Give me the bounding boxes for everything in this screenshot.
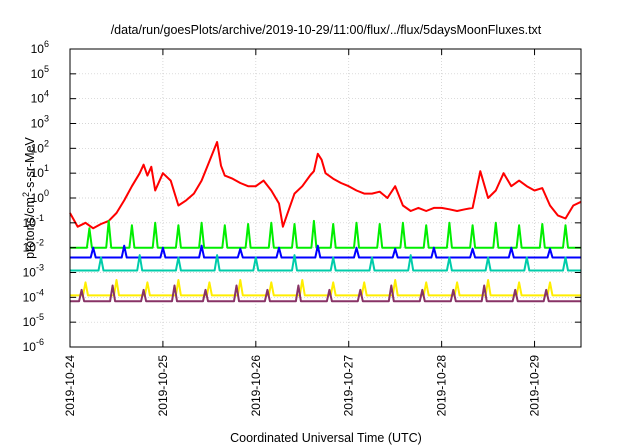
- series-line-4: [70, 279, 581, 297]
- y-tick-label: 10-5: [23, 312, 44, 329]
- grid-lines: [70, 49, 581, 347]
- y-tick-label: 105: [31, 64, 49, 81]
- x-tick-label: 2019-10-25: [156, 355, 170, 417]
- series-line-3: [70, 254, 581, 272]
- y-axis-label-prefix: protons/cm: [23, 197, 37, 259]
- x-axis: 2019-10-24 2019-10-25 2019-10-26 2019-10-27…: [63, 49, 542, 416]
- y-axis-label-superscript: 2: [21, 192, 31, 197]
- x-axis-label: Coordinated Universal Time (UTC): [230, 431, 422, 445]
- series-lines: [69, 141, 582, 303]
- y-tick-label: 10-4: [23, 287, 44, 304]
- y-tick-label: 103: [31, 114, 49, 131]
- chart-title: /data/run/goesPlots/archive/2019-10-29/1…: [111, 23, 542, 37]
- x-tick-label: 2019-10-24: [63, 355, 77, 417]
- x-tick-label: 2019-10-27: [342, 355, 356, 417]
- y-tick-label: 10-6: [23, 337, 44, 354]
- y-tick-label: 100: [31, 188, 49, 205]
- y-axis: 10-6 10-5 10-4 10-3 10-2 10-1 100 101 102 103 104 1…: [23, 39, 581, 354]
- y-tick-label: 104: [31, 89, 49, 106]
- y-tick-label: 101: [31, 163, 49, 180]
- y-tick-label: 10-3: [23, 263, 44, 280]
- series-line-5: [70, 284, 581, 303]
- y-tick-label: 10-2: [23, 238, 44, 255]
- series-line-1: [70, 219, 581, 249]
- y-axis-label-suffix: -s-sr-MeV: [23, 136, 37, 192]
- x-tick-label: 2019-10-28: [435, 355, 449, 417]
- series-line-2: [70, 244, 581, 259]
- y-tick-label: 10-1: [23, 213, 44, 230]
- x-tick-label: 2019-10-29: [528, 355, 542, 417]
- series-line-0: [69, 141, 582, 230]
- x-tick-label: 2019-10-26: [249, 355, 263, 417]
- y-tick-label: 106: [31, 39, 49, 56]
- y-axis-label: protons/cm2-s-sr-MeV: [21, 136, 37, 258]
- y-tick-label: 102: [31, 138, 49, 155]
